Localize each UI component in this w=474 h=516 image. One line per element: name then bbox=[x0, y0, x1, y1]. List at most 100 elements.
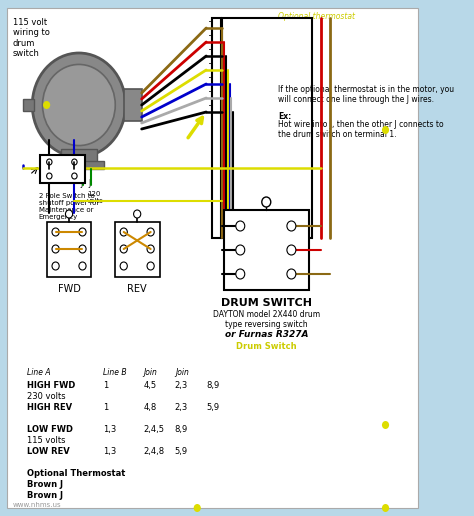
Text: 5: 5 bbox=[52, 260, 56, 265]
Text: Join: Join bbox=[144, 368, 157, 377]
Text: Ex:: Ex: bbox=[278, 112, 291, 121]
Text: DAYTON model 2X440 drum
type reversing switch: DAYTON model 2X440 drum type reversing s… bbox=[213, 310, 320, 329]
Text: 3: 3 bbox=[52, 243, 56, 248]
Circle shape bbox=[120, 245, 128, 253]
Text: Join: Join bbox=[175, 368, 189, 377]
Text: 1: 1 bbox=[228, 223, 232, 229]
Text: 6: 6 bbox=[78, 260, 82, 265]
Text: Line A: Line A bbox=[27, 368, 51, 377]
Text: 1: 1 bbox=[103, 403, 109, 412]
Circle shape bbox=[52, 228, 59, 236]
Circle shape bbox=[134, 210, 141, 218]
Text: Brown J: Brown J bbox=[27, 480, 63, 489]
Bar bbox=[222, 18, 312, 238]
Text: DRUM SWITCH: DRUM SWITCH bbox=[221, 298, 312, 308]
Text: 2: 2 bbox=[298, 223, 302, 229]
Circle shape bbox=[52, 262, 59, 270]
Circle shape bbox=[287, 221, 296, 231]
Text: T8: T8 bbox=[209, 35, 218, 43]
Text: Drum Switch: Drum Switch bbox=[236, 342, 297, 351]
Text: REV: REV bbox=[128, 284, 147, 294]
Circle shape bbox=[382, 126, 389, 134]
Circle shape bbox=[147, 228, 154, 236]
Circle shape bbox=[43, 101, 50, 109]
Text: 2 Pole Switch to
shutoff power for
Maintenance or
Emergency: 2 Pole Switch to shutoff power for Maint… bbox=[38, 193, 99, 220]
Circle shape bbox=[72, 173, 77, 179]
Circle shape bbox=[236, 245, 245, 255]
Text: If the optional thermostat is in the motor, you
will connect one line through th: If the optional thermostat is in the mot… bbox=[278, 85, 454, 104]
Bar bbox=[224, 210, 310, 290]
Text: HIGH FWD: HIGH FWD bbox=[27, 381, 75, 390]
Circle shape bbox=[236, 221, 245, 231]
Text: 4,8: 4,8 bbox=[144, 403, 157, 412]
Text: 3: 3 bbox=[228, 247, 232, 253]
Text: MOTOR: MOTOR bbox=[50, 98, 108, 112]
Text: LOW FWD: LOW FWD bbox=[27, 425, 73, 434]
Text: 2: 2 bbox=[146, 226, 150, 231]
Text: 115 volt
wiring to
drum
switch: 115 volt wiring to drum switch bbox=[12, 18, 49, 58]
Text: 1: 1 bbox=[52, 226, 56, 231]
Text: 4: 4 bbox=[298, 247, 302, 253]
Text: 2,4,8: 2,4,8 bbox=[144, 447, 164, 456]
Text: T5: T5 bbox=[209, 49, 219, 57]
Text: 5,9: 5,9 bbox=[206, 403, 219, 412]
Text: 2: 2 bbox=[78, 226, 82, 231]
Circle shape bbox=[79, 245, 86, 253]
Text: 2,4,5: 2,4,5 bbox=[144, 425, 164, 434]
Text: 8,9: 8,9 bbox=[206, 381, 219, 390]
Text: 2,3: 2,3 bbox=[175, 403, 188, 412]
Bar bbox=[124, 89, 142, 121]
Text: T1: T1 bbox=[209, 105, 218, 114]
Text: 120
volts: 120 volts bbox=[87, 191, 104, 204]
Circle shape bbox=[46, 173, 52, 179]
Text: Optional Thermostat: Optional Thermostat bbox=[27, 469, 125, 478]
Text: T3: T3 bbox=[209, 76, 219, 86]
Circle shape bbox=[79, 228, 86, 236]
Text: 1: 1 bbox=[103, 381, 109, 390]
Text: LOW REV: LOW REV bbox=[27, 447, 70, 456]
Text: J: J bbox=[89, 179, 91, 188]
Bar bbox=[23, 99, 34, 111]
Text: 8,9: 8,9 bbox=[175, 425, 188, 434]
Text: 5: 5 bbox=[120, 260, 124, 265]
Text: 4: 4 bbox=[133, 241, 137, 246]
Circle shape bbox=[194, 504, 201, 512]
Text: 230 volts: 230 volts bbox=[27, 392, 65, 401]
Text: 6: 6 bbox=[146, 260, 150, 265]
Circle shape bbox=[52, 245, 59, 253]
Text: 115 volts: 115 volts bbox=[27, 436, 65, 445]
Text: FWD: FWD bbox=[58, 284, 81, 294]
Bar bbox=[46, 222, 91, 277]
Text: Optional thermostat: Optional thermostat bbox=[278, 12, 355, 21]
Circle shape bbox=[236, 269, 245, 279]
Text: 1,3: 1,3 bbox=[103, 447, 116, 456]
Text: 4: 4 bbox=[64, 241, 68, 246]
Text: or Furnas R327A: or Furnas R327A bbox=[225, 330, 308, 339]
Circle shape bbox=[147, 245, 154, 253]
Text: 6: 6 bbox=[298, 271, 302, 277]
Text: 4,5: 4,5 bbox=[144, 381, 156, 390]
Text: Line B: Line B bbox=[103, 368, 127, 377]
Circle shape bbox=[32, 53, 126, 157]
Text: 1: 1 bbox=[120, 226, 124, 231]
Text: 2,3: 2,3 bbox=[175, 381, 188, 390]
Circle shape bbox=[72, 159, 77, 165]
Bar bbox=[212, 18, 221, 238]
Text: T9: T9 bbox=[209, 21, 219, 29]
Circle shape bbox=[65, 210, 73, 218]
Bar bbox=[40, 155, 85, 183]
Bar bbox=[115, 222, 160, 277]
Circle shape bbox=[262, 197, 271, 207]
Text: T2: T2 bbox=[209, 90, 218, 100]
Circle shape bbox=[382, 504, 389, 512]
Text: 5,9: 5,9 bbox=[175, 447, 188, 456]
Circle shape bbox=[287, 245, 296, 255]
Text: 1,3: 1,3 bbox=[103, 425, 116, 434]
Text: Brown J: Brown J bbox=[27, 491, 63, 500]
Circle shape bbox=[147, 262, 154, 270]
Circle shape bbox=[382, 421, 389, 429]
Text: HIGH REV: HIGH REV bbox=[27, 403, 72, 412]
Circle shape bbox=[43, 64, 115, 146]
Bar bbox=[54, 161, 104, 169]
Bar bbox=[61, 149, 97, 163]
